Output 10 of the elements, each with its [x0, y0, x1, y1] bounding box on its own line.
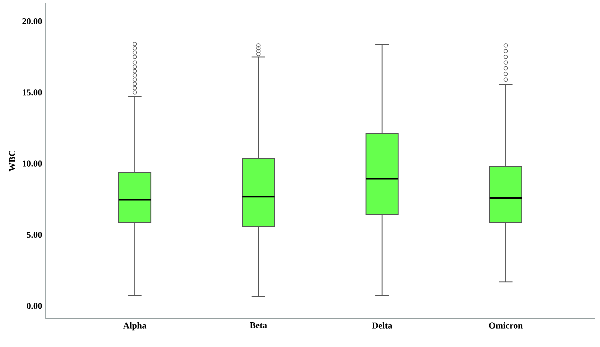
y-tick-label: 20.00 — [22, 18, 42, 25]
y-axis-title: WBC — [9, 150, 16, 172]
y-tick-label: 10.00 — [23, 160, 42, 167]
x-tick-label: Alpha — [123, 322, 147, 331]
x-tick-label: Omicron — [489, 322, 523, 329]
y-tick-label: 15.00 — [23, 90, 42, 96]
x-tick-label: Beta — [250, 322, 268, 328]
y-tick-label: 5.00 — [27, 232, 42, 238]
y-tick-label: 0.00 — [27, 303, 42, 310]
x-tick-label: Delta — [372, 322, 392, 329]
